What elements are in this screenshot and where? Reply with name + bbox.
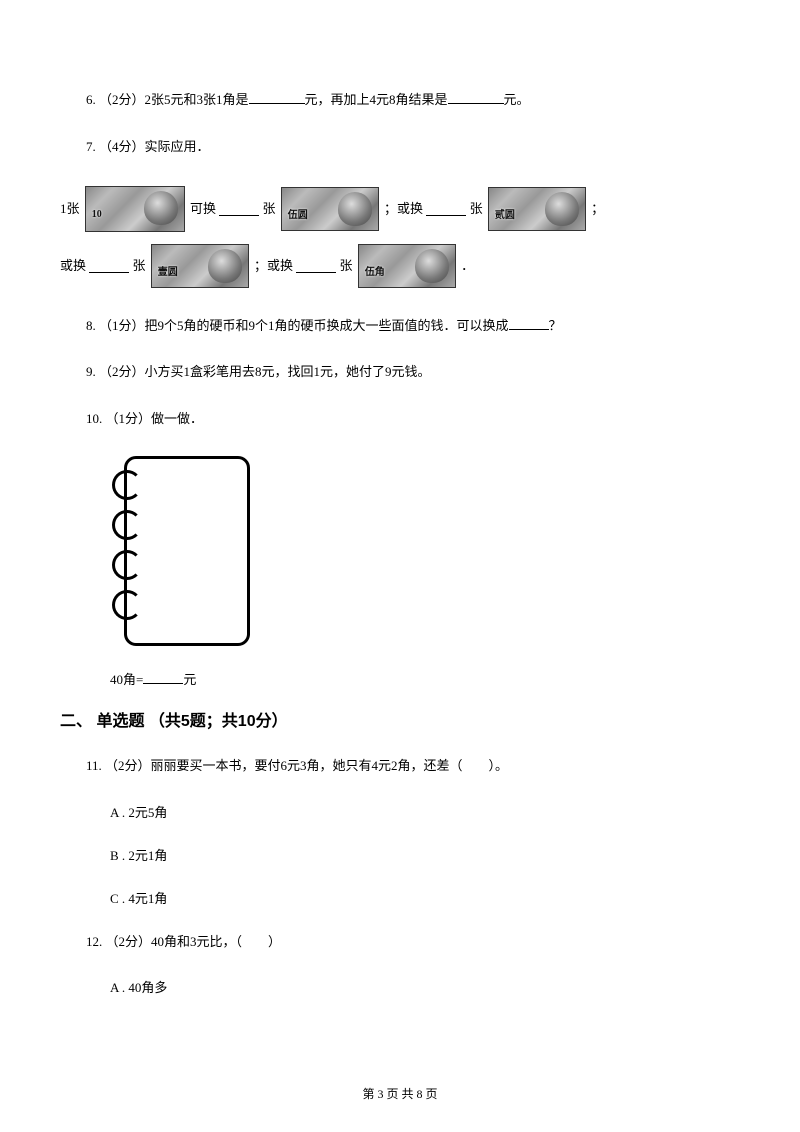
question-10: 10. （1分）做一做．: [60, 409, 740, 430]
option-11a[interactable]: A . 2元5角: [110, 803, 740, 824]
blank[interactable]: [509, 316, 549, 330]
question-7: 7. （4分）实际应用．: [60, 137, 740, 158]
q7-1f: ；: [591, 201, 604, 216]
blank[interactable]: [249, 90, 305, 104]
q7-1b: 可换: [190, 201, 216, 216]
ring-icon: [112, 550, 142, 580]
notebook-figure: [110, 456, 740, 646]
banknote-2yuan: [488, 187, 586, 231]
blank[interactable]: [426, 202, 466, 216]
portrait-icon: [208, 249, 242, 283]
blank[interactable]: [89, 259, 129, 273]
option-11c[interactable]: C . 4元1角: [110, 889, 740, 910]
section-2-title: 二、 单选题 （共5题；共10分）: [60, 709, 740, 735]
q7-text: 7. （4分）实际应用．: [86, 139, 210, 154]
question-8: 8. （1分）把9个5角的硬币和9个1角的硬币换成大一些面值的钱．可以换成 ？: [60, 316, 740, 337]
q7-2d: 张: [340, 258, 353, 273]
question-9: 9. （2分）小方买1盒彩笔用去8元，找回1元，她付了9元钱。: [60, 362, 740, 383]
q6-prefix: 6. （2分）2张5元和3张1角是: [86, 92, 249, 107]
portrait-icon: [545, 192, 579, 226]
option-11b[interactable]: B . 2元1角: [110, 846, 740, 867]
q10b-prefix: 40角=: [110, 672, 143, 687]
q11-text: 11. （2分）丽丽要买一本书，要付6元3角，她只有4元2角，还差（ ）。: [86, 758, 508, 773]
ring-icon: [112, 470, 142, 500]
ring-icon: [112, 590, 142, 620]
portrait-icon: [144, 191, 178, 225]
q6-mid: 元，再加上4元8角结果是: [305, 92, 448, 107]
banknote-5yuan: [281, 187, 379, 231]
q10-equation: 40角= 元: [110, 670, 740, 691]
banknote-10yuan: [85, 186, 185, 232]
page-footer: 第 3 页 共 8 页: [0, 1085, 800, 1104]
portrait-icon: [338, 192, 372, 226]
q7-1a: 1张: [60, 201, 80, 216]
q7-2b: 张: [133, 258, 146, 273]
banknote-5jiao: [358, 244, 456, 288]
notebook-icon: [110, 456, 250, 646]
option-12a[interactable]: A . 40角多: [110, 978, 740, 999]
blank[interactable]: [296, 259, 336, 273]
question-12: 12. （2分）40角和3元比，（ ）: [60, 932, 740, 953]
q8-text: 8. （1分）把9个5角的硬币和9个1角的硬币换成大一些面值的钱．可以换成: [86, 318, 509, 333]
blank[interactable]: [448, 90, 504, 104]
q7-2e: ．: [461, 258, 474, 273]
q7-1c: 张: [263, 201, 276, 216]
q9-text: 9. （2分）小方买1盒彩笔用去8元，找回1元，她付了9元钱。: [86, 364, 431, 379]
q7-1d: ；或换: [384, 201, 423, 216]
q10b-suffix: 元: [183, 672, 196, 687]
q7-2a: 或换: [60, 258, 86, 273]
notebook-cover: [124, 456, 250, 646]
q7-1e: 张: [470, 201, 483, 216]
q6-suffix: 元。: [504, 92, 530, 107]
blank[interactable]: [143, 670, 183, 684]
banknote-1yuan: [151, 244, 249, 288]
question-6: 6. （2分）2张5元和3张1角是 元，再加上4元8角结果是 元。: [60, 90, 740, 111]
q7-2c: ；或换: [254, 258, 293, 273]
q8-suffix: ？: [549, 318, 562, 333]
q10-text: 10. （1分）做一做．: [86, 411, 203, 426]
question-11: 11. （2分）丽丽要买一本书，要付6元3角，她只有4元2角，还差（ ）。: [60, 756, 740, 777]
portrait-icon: [415, 249, 449, 283]
q12-text: 12. （2分）40角和3元比，（ ）: [86, 934, 281, 949]
ring-icon: [112, 510, 142, 540]
q7-line1: 1张 可换 张 ；或换 张 ；: [60, 184, 740, 233]
q7-line2: 或换 张 ；或换 张 ．: [60, 241, 740, 290]
blank[interactable]: [219, 202, 259, 216]
